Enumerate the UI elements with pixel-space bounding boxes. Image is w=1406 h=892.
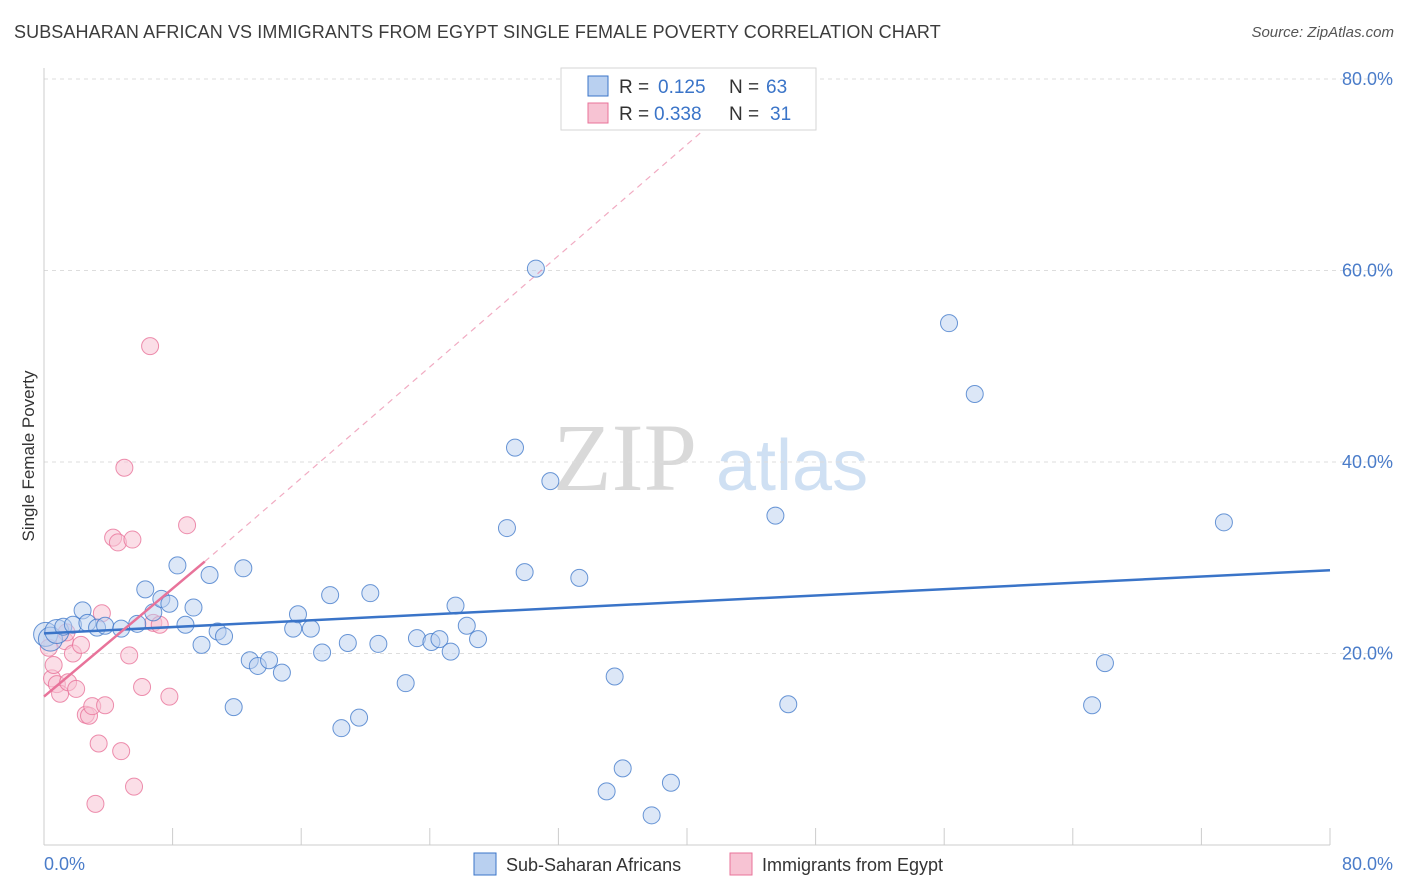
subsaharan-point <box>260 651 279 670</box>
egypt-point <box>67 679 86 698</box>
subsaharan-point <box>515 563 534 582</box>
legend-r-value-blue: 0.125 <box>658 77 706 98</box>
subsaharan-point <box>224 698 243 717</box>
subsaharan-point <box>350 708 369 727</box>
subsaharan-point <box>288 605 307 624</box>
egypt-point <box>133 678 152 697</box>
subsaharan-point <box>605 667 624 686</box>
subsaharan-point <box>661 773 680 792</box>
trend-line-egypt-extension <box>204 112 725 563</box>
egypt-point <box>112 742 131 761</box>
subsaharan-point <box>940 314 959 333</box>
subsaharan-point <box>441 642 460 661</box>
stats-legend: R = 0.125 N = 63 R = 0.338 N = 31 <box>560 67 817 131</box>
series-legend: Sub-Saharan Africans Immigrants from Egy… <box>473 852 943 876</box>
legend-r-label: R = <box>619 104 649 125</box>
trend-line-egypt <box>43 560 206 698</box>
series-subsaharan-points <box>33 259 1233 825</box>
subsaharan-point <box>541 472 560 491</box>
legend-swatch-egypt <box>729 852 753 876</box>
subsaharan-point <box>1083 696 1102 715</box>
y-axis-title: Single Female Poverty <box>19 370 38 542</box>
subsaharan-point <box>497 519 516 538</box>
legend-label-subsaharan: Sub-Saharan Africans <box>506 855 681 875</box>
y-tick-label: 60.0% <box>1342 261 1393 281</box>
trend-line-subsaharan <box>43 568 1331 635</box>
x-tick-label-min: 0.0% <box>44 854 85 874</box>
legend-swatch-pink <box>587 102 609 124</box>
subsaharan-point <box>160 594 179 613</box>
subsaharan-point <box>766 506 785 525</box>
egypt-point <box>89 734 108 753</box>
trend-lines <box>43 112 1331 698</box>
chart-title: SUBSAHARAN AFRICAN VS IMMIGRANTS FROM EG… <box>14 22 941 42</box>
subsaharan-point <box>1214 513 1233 532</box>
egypt-point <box>71 635 90 654</box>
egypt-point <box>141 337 160 356</box>
subsaharan-point <box>613 759 632 778</box>
subsaharan-point <box>338 633 357 652</box>
subsaharan-point <box>192 635 211 654</box>
subsaharan-point <box>184 598 203 617</box>
legend-swatch-blue <box>587 75 609 97</box>
subsaharan-point <box>313 643 332 662</box>
subsaharan-point <box>642 806 661 825</box>
subsaharan-point <box>505 438 524 457</box>
legend-label-egypt: Immigrants from Egypt <box>762 855 943 875</box>
egypt-point <box>115 458 134 477</box>
x-ticks <box>172 828 1331 845</box>
subsaharan-point <box>168 556 187 575</box>
legend-n-value-blue: 63 <box>766 77 787 98</box>
subsaharan-point <box>469 630 488 649</box>
egypt-point <box>120 646 139 665</box>
egypt-point <box>86 794 105 813</box>
y-tick-label: 40.0% <box>1342 452 1393 472</box>
egypt-point <box>125 777 144 796</box>
legend-swatch-subsaharan <box>473 852 497 876</box>
watermark-zip: ZIP <box>553 404 697 511</box>
subsaharan-point <box>965 385 984 404</box>
subsaharan-point <box>301 619 320 638</box>
subsaharan-point <box>597 782 616 801</box>
subsaharan-point <box>215 627 234 646</box>
subsaharan-point <box>200 565 219 584</box>
watermark-atlas: atlas <box>716 426 868 506</box>
series-egypt-points <box>39 337 197 813</box>
legend-n-value-pink: 31 <box>770 104 791 125</box>
y-tick-label: 20.0% <box>1342 644 1393 664</box>
egypt-point <box>96 696 115 715</box>
egypt-point <box>123 530 142 549</box>
chart-source: Source: ZipAtlas.com <box>1251 24 1394 41</box>
egypt-point <box>178 516 197 535</box>
subsaharan-point <box>1095 654 1114 673</box>
subsaharan-point <box>361 584 380 603</box>
egypt-point <box>44 655 63 674</box>
subsaharan-point <box>369 634 388 653</box>
subsaharan-point <box>321 586 340 605</box>
subsaharan-point <box>446 596 465 615</box>
subsaharan-point <box>136 580 155 599</box>
subsaharan-point <box>570 568 589 587</box>
subsaharan-point <box>430 630 449 649</box>
subsaharan-point <box>234 559 253 578</box>
subsaharan-point <box>526 259 545 278</box>
subsaharan-point <box>457 616 476 635</box>
legend-r-value-pink: 0.338 <box>654 104 702 125</box>
y-tick-label: 80.0% <box>1342 69 1393 89</box>
x-tick-label-max: 80.0% <box>1342 854 1393 874</box>
subsaharan-point <box>176 615 195 634</box>
subsaharan-point <box>272 663 291 682</box>
legend-r-label: R = <box>619 77 649 98</box>
subsaharan-point <box>779 695 798 714</box>
legend-n-label: N = <box>729 77 759 98</box>
legend-n-label: N = <box>729 104 759 125</box>
subsaharan-point <box>332 719 351 738</box>
subsaharan-point <box>396 674 415 693</box>
egypt-point <box>160 687 179 706</box>
y-tick-labels: 20.0% 40.0% 60.0% 80.0% <box>1342 69 1393 664</box>
